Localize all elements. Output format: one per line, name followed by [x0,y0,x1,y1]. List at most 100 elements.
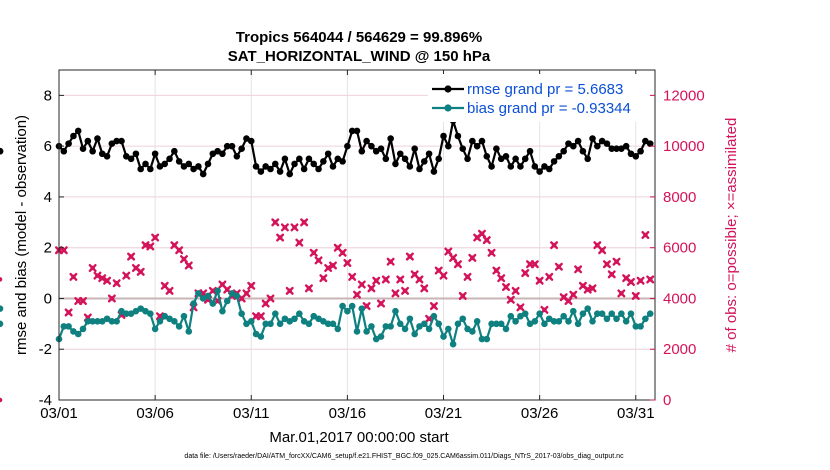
obs-count-dot [513,288,518,294]
obs-count-point [636,276,645,285]
rmse-point [132,150,140,158]
rmse-point [469,137,476,145]
bias-point [420,320,428,328]
bias-point [353,328,361,335]
obs-count-dot [465,274,470,280]
obs-count-dot [638,278,643,283]
x-tick-label: 03/31 [617,405,655,422]
obs-count-point [372,276,381,285]
bias-point [204,292,212,300]
bias-point [363,328,370,335]
obs-count-point [626,277,635,286]
rmse-point [65,140,72,147]
x-tick-label: 03/06 [136,405,174,422]
obs-count-dot [244,291,249,296]
rmse-point [276,168,284,175]
rmse-point [531,163,539,170]
obs-count-dot [609,272,615,277]
obs-count-point [175,246,184,255]
rmse-point [344,142,351,150]
obs-count-dot [306,286,312,291]
obs-count-dot [292,225,297,230]
obs-count-dot [114,280,119,286]
obs-count-point [324,264,333,272]
bias-point [377,333,385,340]
obs-count-dot [643,232,648,238]
obs-count-dot [335,245,341,250]
bias-point [569,307,577,315]
obs-count-dot [628,279,634,285]
bias-point [74,330,82,338]
obs-count-point [319,274,328,283]
obs-count-point [612,257,621,266]
obs-count-dot [258,313,264,319]
bias-point [382,323,390,330]
obs-count-point [391,289,400,298]
bias-point [348,302,356,310]
obs-count-point [631,291,640,300]
bias-point [425,325,433,333]
bias-point [435,320,443,328]
rmse-point [406,163,414,170]
obs-count-dot [239,296,244,301]
obs-count-point [103,276,112,285]
obs-count-point [386,257,395,266]
rmse-point [60,147,68,155]
obs-count-point [602,260,611,269]
legend-rmse-label: rmse grand pr = 5.6683 [467,81,623,98]
bias-point [637,323,644,330]
rmse-point [493,145,500,152]
obs-count-point [93,271,102,280]
obs-count-point [136,267,145,276]
obs-count-dot [0,397,3,403]
obs-count-dot [407,254,413,259]
obs-count-dot [470,255,475,261]
obs-count-point [280,223,289,232]
obs-count-point [304,284,313,293]
obs-count-point [348,272,357,281]
rmse-point [324,150,332,158]
rmse-point [195,163,202,170]
obs-count-point [0,277,2,282]
bias-point [642,315,649,323]
obs-count-dot [402,288,408,294]
obs-count-dot [268,296,273,301]
rmse-point [613,145,620,152]
obs-count-dot [253,313,259,319]
obs-count-dot [354,292,360,297]
bias-point [171,318,178,325]
obs-count-point [396,275,405,284]
rmse-point [175,158,183,165]
rmse-point [271,160,279,168]
right-axis-label: # of obs: o=possible; ×=assimilated [723,118,740,353]
obs-count-dot [316,258,321,263]
obs-count-point [146,242,155,251]
obs-count-point [276,233,285,242]
obs-count-point [165,286,174,295]
obs-count-point [184,261,193,270]
obs-count-point [449,253,458,262]
bias-point [598,310,606,317]
rmse-point [416,165,423,173]
obs-count-point [309,248,318,257]
left-axis-label: rmse and bias (model - observation) [13,115,30,355]
obs-count-point [477,229,486,238]
rmse-point [305,155,313,163]
rmse-point [185,160,193,168]
rmse-point [223,142,231,150]
rmse-point [464,155,471,163]
bias-point [560,312,567,320]
rmse-point [166,155,173,163]
rmse-point [459,145,467,152]
obs-count-point [521,269,530,278]
bias-point [401,325,409,333]
obs-count-point [415,275,424,284]
rmse-point [300,165,308,173]
bias-point [219,307,226,315]
rmse-point [435,155,443,163]
rmse-point [584,155,592,163]
obs-count-dot [359,282,365,287]
rmse-point [84,137,92,145]
obs-count-dot [123,273,129,278]
